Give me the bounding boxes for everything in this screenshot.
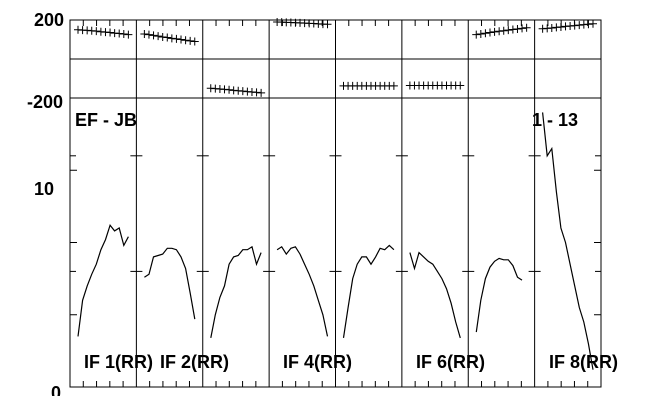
phase-point [225,85,234,94]
phase-point [456,81,465,90]
phase-point [490,27,499,36]
phase-point [547,23,556,32]
amplitude-ytick-mid: 10 [34,179,54,199]
phase-point [584,20,593,29]
phase-point [144,30,153,39]
phase-point [481,29,490,38]
panel-label-if1: IF 1(RR) [84,352,153,372]
phase-points [74,17,597,97]
amplitude-line [342,244,395,338]
amplitude-line [542,112,594,370]
phase-point [106,28,115,37]
phase-point [472,30,481,39]
phase-point [177,35,186,44]
amplitude-line [276,245,329,337]
phase-point [167,34,176,43]
phase-point [252,88,261,97]
amplitude-line [475,257,523,333]
panel-label-if6: IF 6(RR) [416,352,485,372]
phase-point [508,25,517,34]
phase-point [190,37,199,46]
phase-point [186,36,195,45]
phase-point [485,28,494,37]
amplitude-lines [77,112,594,370]
phase-point [589,19,597,28]
phase-ytick-bottom: -200 [27,92,63,112]
amplitude-ytick-zero: 0 [51,383,61,396]
phase-point [257,88,266,97]
panel-label-if8: IF 8(RR) [549,352,618,372]
baseline-label: EF - JB [75,110,137,130]
amplitude-line [210,245,262,339]
amplitude-line [409,251,461,339]
phase-point [154,32,163,41]
axis-ticks [70,20,601,387]
phase-point [181,36,190,45]
phase-point [119,30,128,39]
phase-point [556,23,565,32]
phase-point [389,81,398,90]
phase-point [513,24,522,33]
panel-label-if4: IF 4(RR) [283,352,352,372]
phase-point [124,30,133,39]
phase-point [476,30,485,39]
panel-label-if2: IF 2(RR) [160,352,229,372]
phase-point [115,29,124,38]
phase-point [495,27,504,36]
phase-point [163,33,172,42]
amplitude-line [77,223,129,337]
phase-point [140,30,149,39]
amplitude-line [144,247,196,320]
phase-point [92,27,101,36]
phase-point [570,21,579,30]
phase-point [504,26,513,35]
panel-frames [69,19,602,388]
phase-point [158,32,167,41]
phase-point [518,24,527,33]
phase-point [522,23,531,32]
phase-point [499,26,508,35]
phase-point [172,34,181,43]
phase-point [323,20,332,29]
phase-ytick-top: 200 [34,10,64,30]
phase-point [149,31,158,40]
channel-range-label: 1 - 13 [532,110,578,130]
